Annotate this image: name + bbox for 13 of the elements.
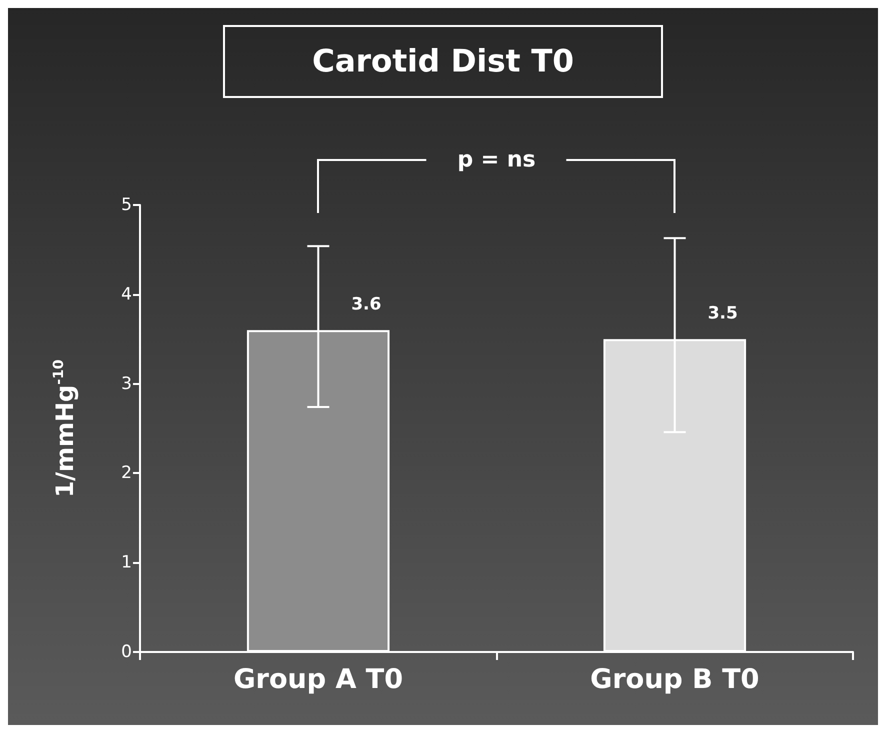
y-axis-title: 1/mmHg-10 — [51, 359, 79, 498]
chart-title: Carotid Dist T0 — [312, 44, 574, 80]
y-tick-label: 3 — [121, 374, 132, 394]
y-tick-label: 1 — [121, 552, 132, 573]
x-tick-label: Group B T0 — [590, 664, 760, 695]
y-tick-label: 4 — [121, 284, 132, 304]
data-label: 3.5 — [708, 304, 738, 324]
y-tick-label: 2 — [121, 463, 132, 484]
y-tick-label: 0 — [121, 642, 132, 662]
x-tick-label: Group A T0 — [234, 664, 403, 695]
y-tick-label: 5 — [121, 195, 132, 215]
data-label: 3.6 — [351, 294, 382, 315]
text: p = ns — [457, 148, 536, 172]
